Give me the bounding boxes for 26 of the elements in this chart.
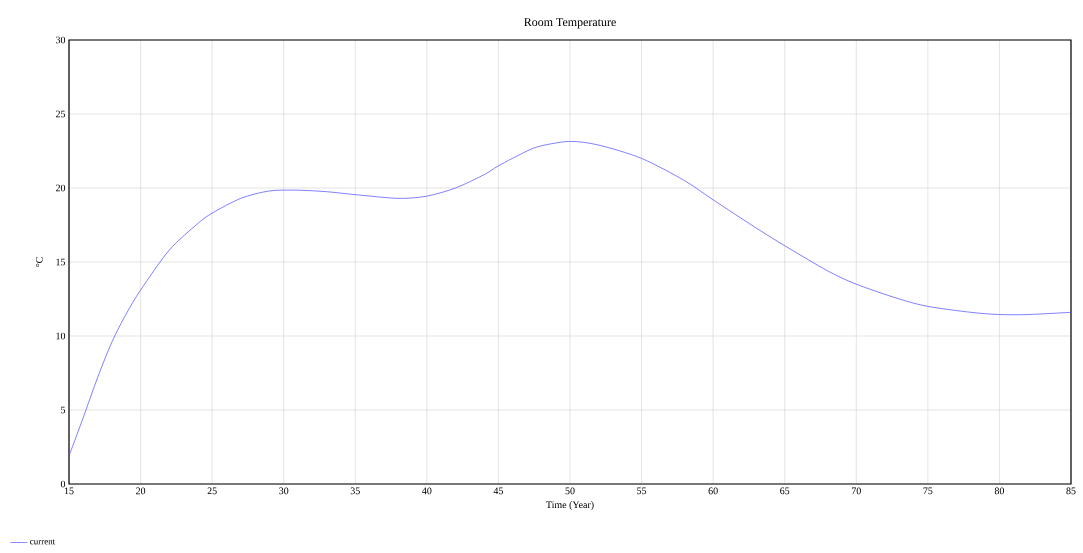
x-tick-label: 20 [136,487,146,495]
y-tick-label: 15 [56,258,66,266]
y-tick-label: 20 [55,184,66,192]
x-tick-label: 80 [994,487,1005,495]
x-tick-label: 25 [207,487,217,495]
y-tick-label: 10 [56,332,66,340]
x-tick-label: 85 [1066,487,1076,495]
y-axis-title: °C [35,257,43,267]
y-tick-label: 30 [56,36,66,44]
line-series [69,141,1071,457]
x-tick-label: 30 [279,487,289,495]
x-tick-label: 55 [637,487,647,495]
x-tick-label: 60 [708,487,718,495]
x-tick-label: 65 [780,487,790,495]
x-tick-label: 75 [923,487,933,495]
x-axis-title: Time (Year) [546,501,594,511]
y-tick-label: 5 [61,406,66,414]
x-tick-label: 45 [493,487,504,495]
y-tick-label: 0 [60,480,66,488]
y-tick-label: 25 [55,110,66,118]
x-tick-label: 35 [350,487,360,495]
x-tick-label: 70 [851,487,861,495]
x-tick-label: 50 [565,487,575,495]
legend-label: current [30,539,56,545]
x-tick-label: 40 [422,487,432,495]
chart-title: Room Temperature [524,18,616,29]
